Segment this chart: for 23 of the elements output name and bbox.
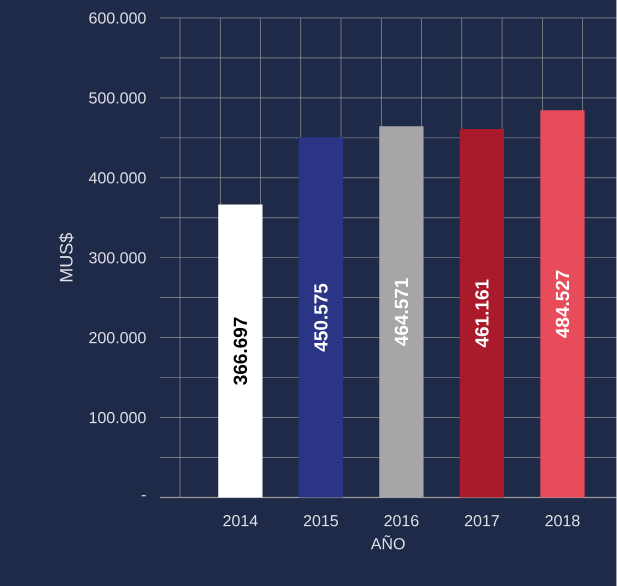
x-tick-label: 2018 — [545, 514, 580, 526]
bar — [298, 137, 344, 498]
bar — [460, 128, 504, 498]
bar — [218, 204, 263, 498]
x-axis-title: AÑO — [370, 535, 405, 550]
y-tick-label: 600.000 — [89, 12, 146, 24]
x-tick-label: 2016 — [384, 514, 418, 526]
x-tick-label: 2015 — [304, 514, 338, 526]
x-tick-label: 2014 — [223, 514, 258, 526]
bar — [540, 110, 585, 498]
data-label: 450.575 — [314, 283, 328, 352]
y-tick-label: 400.000 — [88, 172, 146, 184]
y-axis-title: MUS$ — [59, 232, 74, 282]
y-tick-label: - — [142, 494, 146, 496]
data-label: 366.697 — [234, 317, 248, 385]
x-tick-label: 2017 — [464, 514, 499, 526]
y-tick-label: 100.000 — [90, 412, 146, 424]
data-label: 461.161 — [475, 279, 489, 348]
data-label: 484.527 — [556, 270, 570, 338]
y-tick-label: 200.000 — [89, 332, 146, 344]
y-tick-label: 300.000 — [89, 252, 146, 264]
y-tick-label: 500.000 — [89, 92, 146, 104]
data-label: 464.571 — [394, 278, 408, 346]
